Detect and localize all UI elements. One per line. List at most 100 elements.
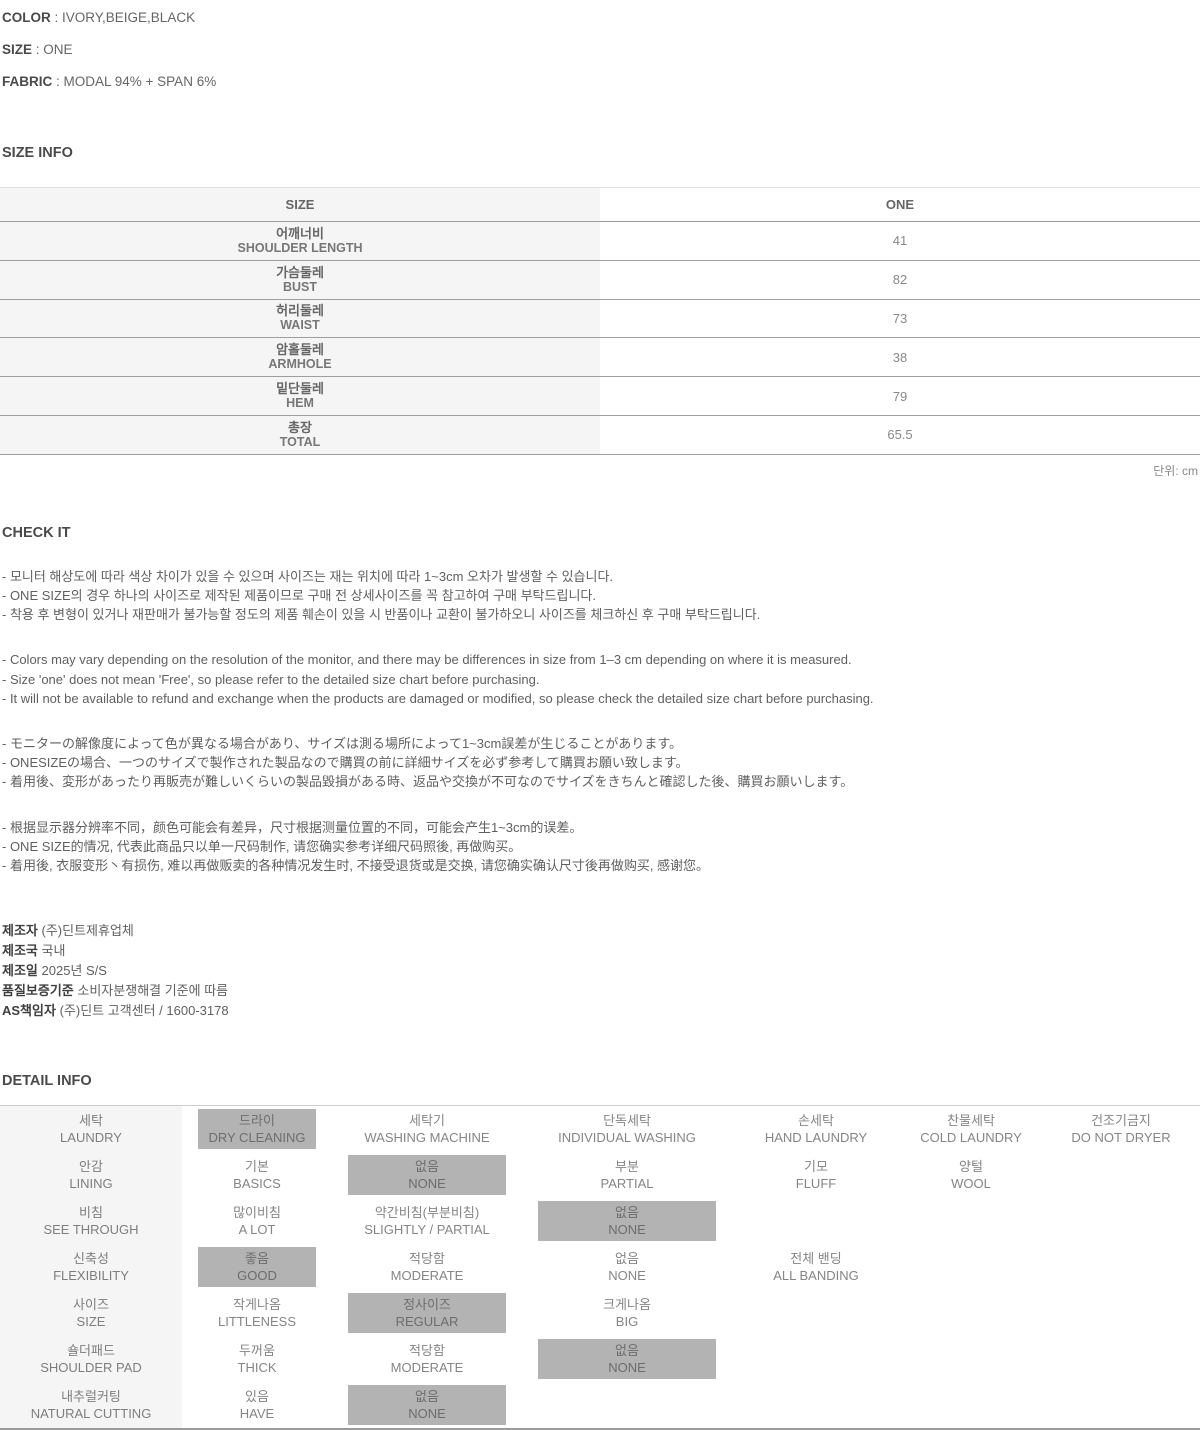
manufacturer-label: 제조일	[2, 963, 38, 979]
spec-size: SIZE : ONE	[2, 42, 1200, 57]
detail-option: 작게나옴 LITTLENESS	[198, 1293, 316, 1333]
detail-info-heading: DETAIL INFO	[2, 1073, 92, 1090]
manufacturer-value: (주)딘트제휴업체	[41, 923, 134, 939]
size-table-header-size: SIZE	[285, 197, 315, 212]
detail-option-en: LITTLENESS	[217, 1314, 297, 1330]
detail-option-selected: 없음 NONE	[348, 1155, 506, 1196]
size-row-label-kr: 밑단둘레	[276, 381, 324, 397]
detail-label-kr: 내추럴커팅	[61, 1389, 121, 1405]
detail-option-en: REGULAR	[395, 1314, 459, 1330]
detail-option-en: DO NOT DRYER	[1071, 1130, 1171, 1146]
check-notes-chinese: - 根据显示器分辨率不同，颜色可能会有差异，尺寸根据测量位置的不同，可能会产生1…	[2, 818, 1200, 876]
size-table-row: 어깨너비 SHOULDER LENGTH 41	[0, 222, 1200, 261]
size-table-header-left: SIZE	[0, 188, 600, 221]
manufacturer-value: (주)딘트 고객센터 / 1600-3178	[59, 1003, 229, 1019]
manufacturer-line: 품질보증기준 소비자분쟁해결 기준에 따름	[2, 981, 1200, 1001]
detail-option-kr: 없음	[615, 1205, 639, 1221]
manufacturer-value: 소비자분쟁해결 기준에 따름	[77, 983, 229, 999]
spec-color-value: IVORY,BEIGE,BLACK	[62, 10, 196, 25]
detail-row-label: 세탁 LAUNDRY	[0, 1106, 182, 1153]
spec-separator: :	[50, 10, 63, 25]
spec-color-label: COLOR	[2, 10, 51, 25]
detail-option-kr: 세탁기	[409, 1113, 445, 1129]
check-note-line: - 착용 후 변형이 있거나 재판매가 불가능할 정도의 제품 훼손이 있을 시…	[2, 607, 761, 623]
detail-option-kr: 손세탁	[798, 1113, 834, 1129]
detail-row-natural-cutting: 내추럴커팅 NATURAL CUTTING 있음 HAVE 없음 NONE	[0, 1382, 1200, 1429]
size-row-label-en: WAIST	[280, 318, 320, 333]
detail-option-kr: 건조기금지	[1091, 1113, 1151, 1129]
check-note-line: - ONESIZEの場合、一つのサイズで製作された製品なので購買の前に詳細サイズ…	[2, 755, 689, 771]
size-row-value: 73	[892, 310, 908, 326]
size-row-label: 밑단둘레 HEM	[0, 377, 600, 415]
size-row-label: 가슴둘레 BUST	[0, 260, 600, 299]
detail-option: 있음 HAVE	[198, 1385, 316, 1425]
product-specs: COLOR : IVORY,BEIGE,BLACK SIZE : ONE FAB…	[0, 0, 1200, 89]
detail-option: 세탁기 WASHING MACHINE	[348, 1109, 506, 1149]
spec-fabric-label: FABRIC	[2, 74, 53, 89]
detail-option-en: WASHING MACHINE	[364, 1130, 490, 1146]
size-row-value-cell: 65.5	[600, 415, 1200, 454]
spec-separator: :	[32, 42, 44, 57]
detail-option-kr: 없음	[415, 1159, 439, 1175]
manufacturer-label: AS책임자	[2, 1003, 56, 1019]
detail-label-en: LINING	[69, 1176, 113, 1192]
size-row-value: 38	[892, 349, 908, 365]
size-row-value-cell: 82	[600, 260, 1200, 299]
detail-option: 부분 PARTIAL	[538, 1155, 716, 1195]
detail-option-en: SLIGHTLY / PARTIAL	[364, 1222, 490, 1238]
detail-row-label: 안감 LINING	[0, 1152, 182, 1199]
detail-option-selected: 없음 NONE	[348, 1385, 506, 1426]
detail-label-kr: 사이즈	[73, 1297, 109, 1313]
detail-option-kr: 없음	[615, 1343, 639, 1359]
detail-option: 전체 밴딩 ALL BANDING	[748, 1247, 884, 1287]
detail-option-selected: 드라이 DRY CLEANING	[198, 1109, 316, 1150]
detail-option: 많이비침 A LOT	[198, 1201, 316, 1241]
detail-label-en: NATURAL CUTTING	[30, 1406, 152, 1422]
detail-option-en: NONE	[608, 1222, 646, 1238]
detail-option-en: HAVE	[239, 1406, 275, 1422]
check-note-line: - モニターの解像度によって色が異なる場合があり、サイズは測る場所によって1~3…	[2, 736, 683, 751]
detail-option-selected: 없음 NONE	[538, 1339, 716, 1380]
size-row-value: 79	[892, 388, 908, 404]
manufacturer-label: 제조국	[2, 943, 38, 959]
detail-label-kr: 비침	[79, 1205, 103, 1221]
detail-option-kr: 있음	[245, 1389, 269, 1405]
detail-option-en: MODERATE	[390, 1268, 464, 1284]
detail-option: 양털 WOOL	[916, 1155, 1026, 1195]
detail-option-kr: 전체 밴딩	[790, 1251, 842, 1267]
spec-size-label: SIZE	[2, 42, 33, 57]
spec-size-value: ONE	[43, 42, 73, 57]
size-row-label: 총장 TOTAL	[0, 415, 600, 454]
size-row-label-en: SHOULDER LENGTH	[237, 240, 363, 255]
detail-option-en: WOOL	[951, 1176, 991, 1192]
detail-option-kr: 드라이	[239, 1113, 275, 1129]
manufacturer-info: 제조자 (주)딘트제휴업체 제조국 국내 제조일 2025년 S/S 품질보증기…	[2, 921, 1200, 1021]
detail-label-kr: 신축성	[73, 1251, 109, 1267]
size-row-label: 암홀둘레 ARMHOLE	[0, 338, 600, 377]
size-row-label-en: ARMHOLE	[268, 357, 332, 372]
check-note-line: - 모니터 해상도에 따라 색상 차이가 있을 수 있으며 사이즈는 재는 위치…	[2, 568, 614, 584]
detail-option-kr: 좋음	[245, 1251, 269, 1267]
size-row-label: 어깨너비 SHOULDER LENGTH	[0, 222, 600, 260]
size-row-value: 65.5	[887, 427, 913, 443]
size-row-label-kr: 가슴둘레	[276, 264, 324, 280]
detail-option: 기본 BASICS	[198, 1155, 316, 1195]
detail-option: 단독세탁 INDIVIDUAL WASHING	[538, 1109, 716, 1149]
check-note-line: - ONE SIZE的情况, 代表此商品只以单一尺码制作, 请您确实参考详细尺码…	[2, 838, 522, 854]
detail-row-label: 숄더패드 SHOULDER PAD	[0, 1336, 182, 1383]
detail-option-en: INDIVIDUAL WASHING	[558, 1130, 696, 1146]
manufacturer-label: 품질보증기준	[2, 983, 74, 999]
size-row-value: 41	[892, 233, 908, 249]
detail-row-label: 비침 SEE THROUGH	[0, 1198, 182, 1245]
detail-option-kr: 작게나옴	[233, 1297, 281, 1313]
detail-option-kr: 크게나옴	[603, 1297, 651, 1313]
detail-option-kr: 단독세탁	[603, 1113, 651, 1129]
size-row-value-cell: 41	[600, 222, 1200, 260]
detail-row-laundry: 세탁 LAUNDRY 드라이 DRY CLEANING 세탁기 WASHING …	[0, 1106, 1200, 1153]
detail-option-kr: 양털	[959, 1159, 983, 1175]
detail-label-kr: 안감	[79, 1159, 103, 1175]
detail-label-en: FLEXIBILITY	[53, 1268, 129, 1284]
detail-option-kr: 없음	[615, 1251, 639, 1267]
size-row-label-en: HEM	[286, 396, 314, 411]
